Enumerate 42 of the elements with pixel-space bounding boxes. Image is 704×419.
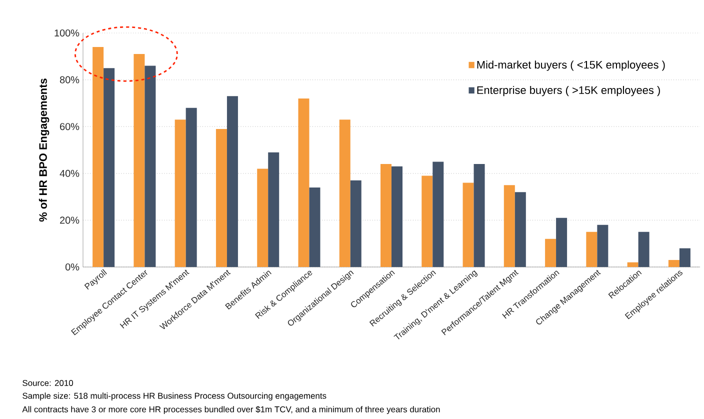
bar bbox=[462, 182, 474, 267]
bar bbox=[309, 187, 320, 267]
bar bbox=[380, 164, 392, 267]
bar bbox=[514, 192, 526, 267]
y-tick-label: 0% bbox=[65, 263, 80, 271]
y-tick-label: 60% bbox=[60, 123, 80, 130]
y-tick-label: 40% bbox=[60, 170, 80, 177]
bar bbox=[257, 168, 268, 267]
bar bbox=[174, 120, 186, 267]
y-axis-title: % of HR BPO Engagements bbox=[38, 78, 50, 222]
legend-label: Enterprise buyers ( >15K employees ) bbox=[477, 86, 660, 96]
y-tick-label: 20% bbox=[60, 216, 80, 224]
bar bbox=[104, 68, 115, 267]
bar bbox=[586, 232, 598, 267]
bar bbox=[679, 248, 690, 267]
y-tick-label: 100% bbox=[54, 29, 80, 37]
bar bbox=[216, 128, 227, 267]
bar bbox=[638, 232, 650, 267]
bar bbox=[504, 185, 515, 267]
bar bbox=[627, 262, 638, 267]
bar bbox=[350, 180, 362, 267]
bar bbox=[474, 164, 485, 267]
bar bbox=[134, 54, 145, 267]
bar bbox=[92, 47, 104, 267]
bar bbox=[339, 120, 350, 267]
y-tick-label: 80% bbox=[60, 76, 80, 84]
bar bbox=[186, 108, 197, 267]
text: Sample size: 518 multi-process HR Business Process Outsourcing engagements bbox=[22, 392, 326, 400]
bar bbox=[226, 96, 238, 267]
bar bbox=[545, 238, 556, 267]
bar bbox=[432, 162, 444, 267]
bar bbox=[422, 176, 433, 267]
source-note: Source: 2010 bbox=[22, 380, 74, 386]
bar bbox=[392, 166, 403, 267]
bar bbox=[668, 260, 680, 267]
bar bbox=[556, 218, 568, 267]
bar bbox=[597, 224, 608, 267]
text: All contracts have 3 or more core HR processes bundled over $1m TCV, and a minimum of three years duration bbox=[22, 406, 440, 414]
legend-label: Mid-market buyers ( <15K employees ) bbox=[477, 60, 665, 71]
bar bbox=[144, 66, 156, 267]
bar bbox=[298, 98, 310, 267]
bar bbox=[268, 152, 280, 267]
